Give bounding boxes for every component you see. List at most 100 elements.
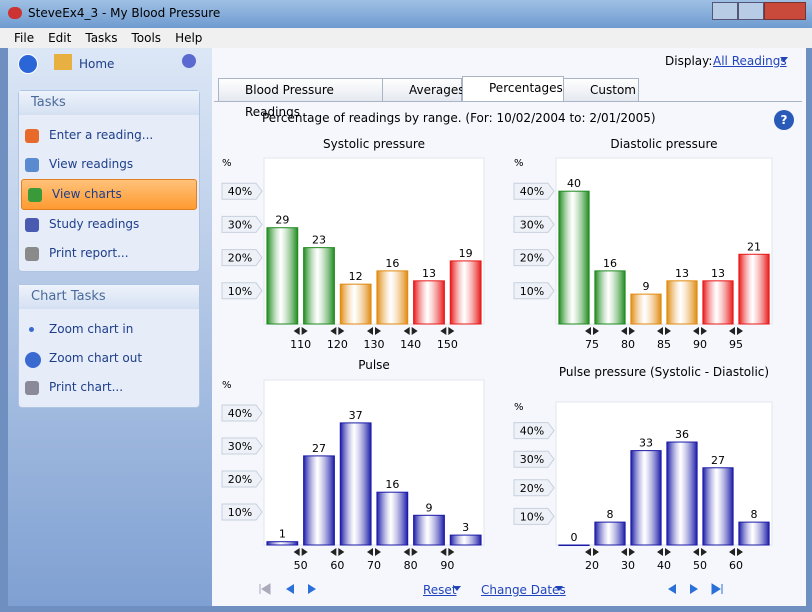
bar (413, 514, 445, 546)
menu-item[interactable]: File (14, 31, 35, 45)
home-link[interactable]: Home (79, 57, 115, 71)
plot-area (263, 157, 485, 325)
tab-label[interactable]: Averages (409, 83, 465, 97)
tab[interactable]: Blood Pressure Readings (218, 78, 384, 119)
tab[interactable]: Custom (563, 78, 639, 102)
x-boundary-label: 80 (404, 559, 418, 572)
reset-link[interactable]: Reset (423, 583, 457, 597)
bar-value-label: 33 (639, 437, 653, 450)
tab-selected[interactable]: Percentages (462, 76, 564, 102)
tab-label[interactable]: Blood Pressure Readings (245, 83, 334, 119)
bar-value-label: 9 (426, 501, 433, 514)
y-tick-box (513, 249, 555, 267)
display-dropdown[interactable]: All Readings (713, 54, 787, 68)
bar-value-label: 9 (643, 280, 650, 293)
y-axis-label: % (514, 402, 524, 413)
boundary-arrows (657, 548, 671, 556)
task-item[interactable]: View charts (21, 179, 197, 210)
minimize-button[interactable] (712, 2, 738, 20)
tab-label[interactable]: Custom (590, 83, 636, 97)
task-label[interactable]: Enter a reading... (49, 128, 154, 142)
prev-chart-button[interactable] (668, 584, 676, 594)
first-button[interactable] (259, 583, 271, 595)
y-tick-box (221, 215, 263, 233)
boundary-arrows (367, 548, 381, 556)
dropdown-arrow (780, 57, 788, 62)
y-tick-label: 10% (520, 510, 544, 523)
chart-tasks-panel: Chart Tasks Zoom chart in Zoom chart out… (18, 284, 200, 408)
change-dates-link[interactable]: Change Dates (481, 583, 566, 597)
tab[interactable]: Averages (382, 78, 465, 102)
next-chart-button[interactable] (690, 584, 698, 594)
boundary-arrows (693, 327, 707, 335)
help-button[interactable]: ? (774, 110, 794, 130)
chart-task-label[interactable]: Zoom chart out (49, 351, 143, 365)
menu-item[interactable]: Tools (131, 31, 162, 45)
chart-task-label[interactable]: Print chart... (49, 380, 124, 394)
boundary-arrows (330, 327, 345, 335)
boundary-arrows (440, 327, 455, 335)
y-tick-label: 40% (520, 425, 544, 438)
bar-value-label: 13 (675, 267, 689, 280)
bar (449, 534, 482, 546)
pin-icon[interactable] (182, 54, 196, 68)
task-label[interactable]: View readings (49, 157, 134, 171)
chart-task-item[interactable]: Print chart... (19, 373, 199, 402)
bar-value-label: 37 (349, 409, 363, 422)
bar (738, 253, 770, 325)
menu-item[interactable]: Tasks (85, 31, 118, 45)
boundary-arrows (367, 327, 381, 335)
y-tick-box (513, 507, 555, 525)
y-tick-box (221, 404, 263, 422)
x-boundary-label: 70 (367, 559, 381, 572)
task-label[interactable]: View charts (52, 187, 122, 201)
chart-task-item[interactable]: Zoom chart in (19, 315, 199, 344)
y-tick-label: 30% (228, 440, 252, 453)
chart-title: Pulse (358, 358, 390, 372)
y-tick-label: 20% (228, 252, 252, 265)
y-tick-label: 40% (520, 185, 544, 198)
next-button[interactable] (308, 584, 316, 594)
task-item[interactable]: Study readings (19, 210, 199, 239)
bar-value-label: 16 (385, 257, 399, 270)
y-tick-label: 30% (228, 218, 252, 231)
chart-task-label[interactable]: Zoom chart in (49, 322, 134, 336)
y-tick-box (513, 182, 555, 200)
tab-label[interactable]: Percentages (489, 81, 563, 95)
task-item[interactable]: View readings (19, 150, 199, 179)
bar-value-label: 3 (462, 521, 469, 534)
task-item[interactable]: Enter a reading... (19, 121, 199, 150)
maximize-button[interactable] (738, 2, 764, 20)
bar-value-label: 16 (385, 478, 399, 491)
bar (449, 260, 482, 325)
bar-value-label: 27 (312, 442, 326, 455)
chart-task-item[interactable]: Zoom chart out (19, 344, 199, 373)
y-tick-label: 20% (228, 473, 252, 486)
y-tick-label: 10% (228, 285, 252, 298)
y-tick-box (221, 437, 263, 455)
x-boundary-label: 130 (364, 338, 385, 351)
last-chart-button[interactable] (711, 583, 723, 595)
close-button[interactable] (764, 2, 806, 20)
menu-bar: File Edit Tasks Tools Help (0, 28, 812, 48)
window-title: SteveEx4_3 - My Blood Pressure (28, 6, 221, 20)
y-tick-box (513, 479, 555, 497)
task-label[interactable]: Print report... (49, 246, 129, 260)
bar-value-label: 27 (711, 454, 725, 467)
bar (303, 455, 335, 546)
task-label[interactable]: Study readings (49, 217, 140, 231)
app-icon (8, 7, 22, 19)
bar-value-label: 23 (312, 234, 326, 247)
menu-item[interactable]: Edit (48, 31, 72, 45)
y-axis-label: % (514, 158, 524, 169)
bar (702, 280, 734, 325)
bar (303, 247, 335, 325)
y-axis-label: % (222, 158, 232, 169)
prev-button[interactable] (286, 584, 294, 594)
x-boundary-label: 50 (294, 559, 308, 572)
x-boundary-label: 40 (657, 559, 671, 572)
x-boundary-label: 60 (729, 559, 743, 572)
back-button[interactable] (18, 54, 38, 74)
menu-item[interactable]: Help (175, 31, 203, 45)
task-item[interactable]: Print report... (19, 239, 199, 268)
